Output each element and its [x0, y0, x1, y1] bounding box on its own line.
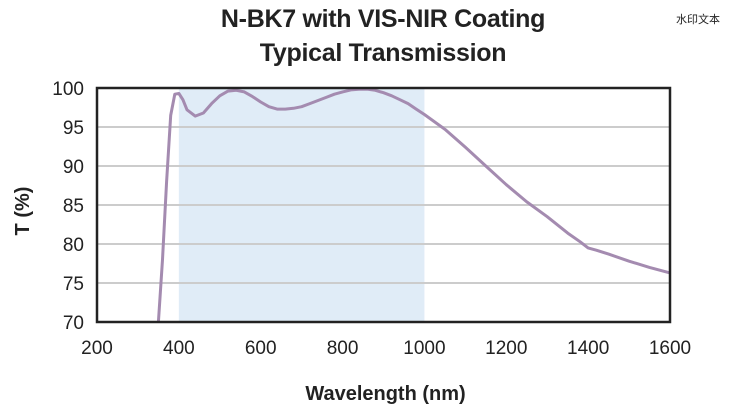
chart-title-line-2: Typical Transmission [259, 39, 507, 67]
x-tick-label-600: 600 [245, 338, 277, 359]
plot-frame [95, 86, 672, 324]
x-tick-label-1600: 1600 [649, 338, 691, 359]
chart-title-line-1: N-BK7 with VIS-NIR Coating [220, 5, 546, 33]
y-tick-label-75: 75 [63, 274, 84, 295]
x-tick-label-1400: 1400 [567, 338, 609, 359]
x-tick-label-200: 200 [81, 338, 113, 359]
x-tick-label-1000: 1000 [403, 338, 445, 359]
x-axis-label: Wavelength (nm) [305, 383, 465, 405]
transmission-curve-0 [156, 88, 670, 322]
x-tick-label-1200: 1200 [485, 338, 527, 359]
x-tick-label-400: 400 [163, 338, 195, 359]
y-tick-label-100: 100 [52, 79, 84, 100]
watermark-text: 水印文本 [676, 13, 720, 26]
y-tick-label-80: 80 [63, 235, 84, 256]
y-tick-label-95: 95 [63, 118, 84, 139]
y-tick-label-90: 90 [63, 157, 84, 178]
y-tick-label-70: 70 [63, 313, 84, 334]
y-tick-label-85: 85 [63, 196, 84, 217]
x-tick-label-800: 800 [327, 338, 359, 359]
y-axis-label: T (%) [12, 187, 34, 236]
